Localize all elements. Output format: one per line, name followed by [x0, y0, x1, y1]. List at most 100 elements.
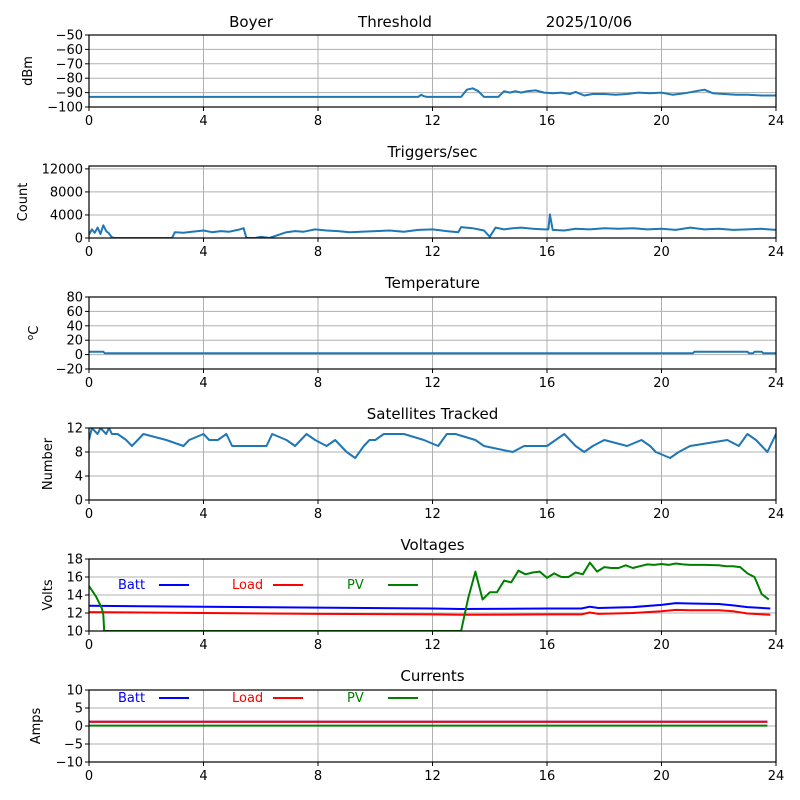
- x-tick-label: 4: [199, 638, 207, 653]
- x-tick-label: 24: [768, 769, 785, 784]
- x-tick-label: 16: [539, 507, 556, 522]
- series-line-batt: [89, 602, 771, 610]
- y-axis-label: Amps: [29, 707, 44, 744]
- series-line-temperature: [89, 350, 776, 355]
- x-tick-label: 16: [539, 245, 556, 260]
- x-tick-label: 20: [653, 638, 670, 653]
- y-tick-label: −10: [56, 756, 83, 771]
- chart-title: Satellites Tracked: [367, 405, 498, 423]
- header-site: Boyer: [229, 13, 274, 31]
- y-tick-label: −70: [56, 57, 83, 72]
- x-tick-label: 4: [199, 769, 207, 784]
- x-tick-label: 20: [653, 507, 670, 522]
- x-tick-label: 0: [85, 245, 93, 260]
- x-tick-label: 12: [424, 638, 441, 653]
- chart-panel-signal: 0 4 8 12 16 20 24 −100−90−80−70−60−50 dBm: [21, 29, 784, 130]
- x-tick-label: 4: [199, 245, 207, 260]
- y-tick-label: 10: [66, 625, 83, 640]
- x-tick-label: 12: [424, 245, 441, 260]
- legend-label-batt: Batt: [118, 578, 145, 593]
- x-tick-label: 8: [314, 376, 322, 391]
- y-tick-label: 4: [75, 470, 83, 485]
- y-tick-label: 20: [66, 334, 83, 349]
- x-tick-label: 0: [85, 638, 93, 653]
- y-tick-label: 0: [75, 494, 83, 509]
- x-tick-label: 12: [424, 769, 441, 784]
- series-line-signal: [89, 87, 776, 98]
- y-tick-label: 16: [66, 571, 83, 586]
- chart-panel-satellites: 0 4 8 12 16 20 24 0 4 8 12 Satellites Tracked Number: [41, 405, 784, 522]
- y-tick-label: 8000: [50, 185, 83, 200]
- x-tick-label: 0: [85, 114, 93, 129]
- legend-label-batt: Batt: [118, 691, 145, 706]
- x-tick-label: 24: [768, 376, 785, 391]
- x-tick-label: 16: [539, 376, 556, 391]
- x-tick-label: 16: [539, 114, 556, 129]
- x-tick-label: 20: [653, 245, 670, 260]
- y-axis-label: dBm: [21, 56, 36, 86]
- y-tick-label: 12000: [42, 162, 83, 177]
- y-axis-label: Volts: [41, 579, 56, 611]
- y-tick-label: −80: [56, 72, 83, 87]
- x-tick-label: 0: [85, 376, 93, 391]
- y-axis-label: Count: [16, 183, 31, 222]
- y-tick-label: 60: [66, 305, 83, 320]
- x-tick-label: 20: [653, 769, 670, 784]
- y-tick-label: −90: [56, 86, 83, 101]
- x-tick-label: 20: [653, 376, 670, 391]
- chart-panel-currents: 0 4 8 12 16 20 24 −10 −5 0 5 10 Currents Amps Batt Load…: [29, 667, 784, 784]
- series-line-triggers: [89, 213, 776, 238]
- x-tick-label: 8: [314, 114, 322, 129]
- x-tick-label: 24: [768, 114, 785, 129]
- x-tick-label: 4: [199, 376, 207, 391]
- x-tick-label: 4: [199, 114, 207, 129]
- y-tick-label: 5: [75, 702, 83, 717]
- y-tick-label: −20: [56, 363, 83, 378]
- chart-panel-triggers: 0 4 8 12 16 20 24 0 4000 8000 12000 Triggers/sec Cou…: [16, 143, 784, 260]
- y-tick-label: 18: [66, 553, 83, 568]
- y-tick-label: 10: [66, 684, 83, 699]
- x-tick-label: 0: [85, 507, 93, 522]
- y-tick-label: 0: [75, 348, 83, 363]
- legend-label-pv: PV: [347, 691, 364, 706]
- chart-title: Triggers/sec: [387, 143, 478, 161]
- legend-label-load: Load: [232, 578, 263, 593]
- x-tick-label: 4: [199, 507, 207, 522]
- x-tick-label: 24: [768, 638, 785, 653]
- chart-panel-voltages: 0 4 8 12 16 20 24 10 12 14 16 18 Voltages Volts Batt Lo…: [41, 536, 784, 653]
- y-tick-label: −50: [56, 29, 83, 44]
- x-tick-label: 24: [768, 507, 785, 522]
- x-tick-label: 12: [424, 507, 441, 522]
- x-tick-label: 8: [314, 245, 322, 260]
- legend-label-load: Load: [232, 691, 263, 706]
- chart-title: Temperature: [384, 274, 480, 292]
- x-tick-label: 20: [653, 114, 670, 129]
- x-tick-label: 8: [314, 507, 322, 522]
- legend-label-pv: PV: [347, 578, 364, 593]
- series-line-pv: [89, 561, 770, 631]
- x-tick-label: 12: [424, 114, 441, 129]
- x-tick-label: 8: [314, 769, 322, 784]
- y-tick-label: 80: [66, 291, 83, 306]
- x-tick-label: 16: [539, 638, 556, 653]
- y-axis-label: Number: [41, 437, 56, 490]
- y-tick-label: 14: [66, 589, 83, 604]
- y-axis-label: oC: [26, 326, 42, 341]
- y-tick-label: 12: [66, 422, 83, 437]
- y-tick-label: 4000: [50, 208, 83, 223]
- y-tick-label: 12: [66, 607, 83, 622]
- x-tick-label: 8: [314, 638, 322, 653]
- x-tick-label: 0: [85, 769, 93, 784]
- chart-title: Voltages: [400, 536, 464, 554]
- y-tick-label: −5: [64, 738, 83, 753]
- chart-title: Currents: [400, 667, 464, 685]
- header-mode: Threshold: [357, 13, 432, 31]
- y-tick-label: 8: [75, 446, 83, 461]
- y-tick-label: 0: [75, 720, 83, 735]
- y-tick-label: 0: [75, 232, 83, 247]
- x-tick-label: 12: [424, 376, 441, 391]
- x-tick-label: 24: [768, 245, 785, 260]
